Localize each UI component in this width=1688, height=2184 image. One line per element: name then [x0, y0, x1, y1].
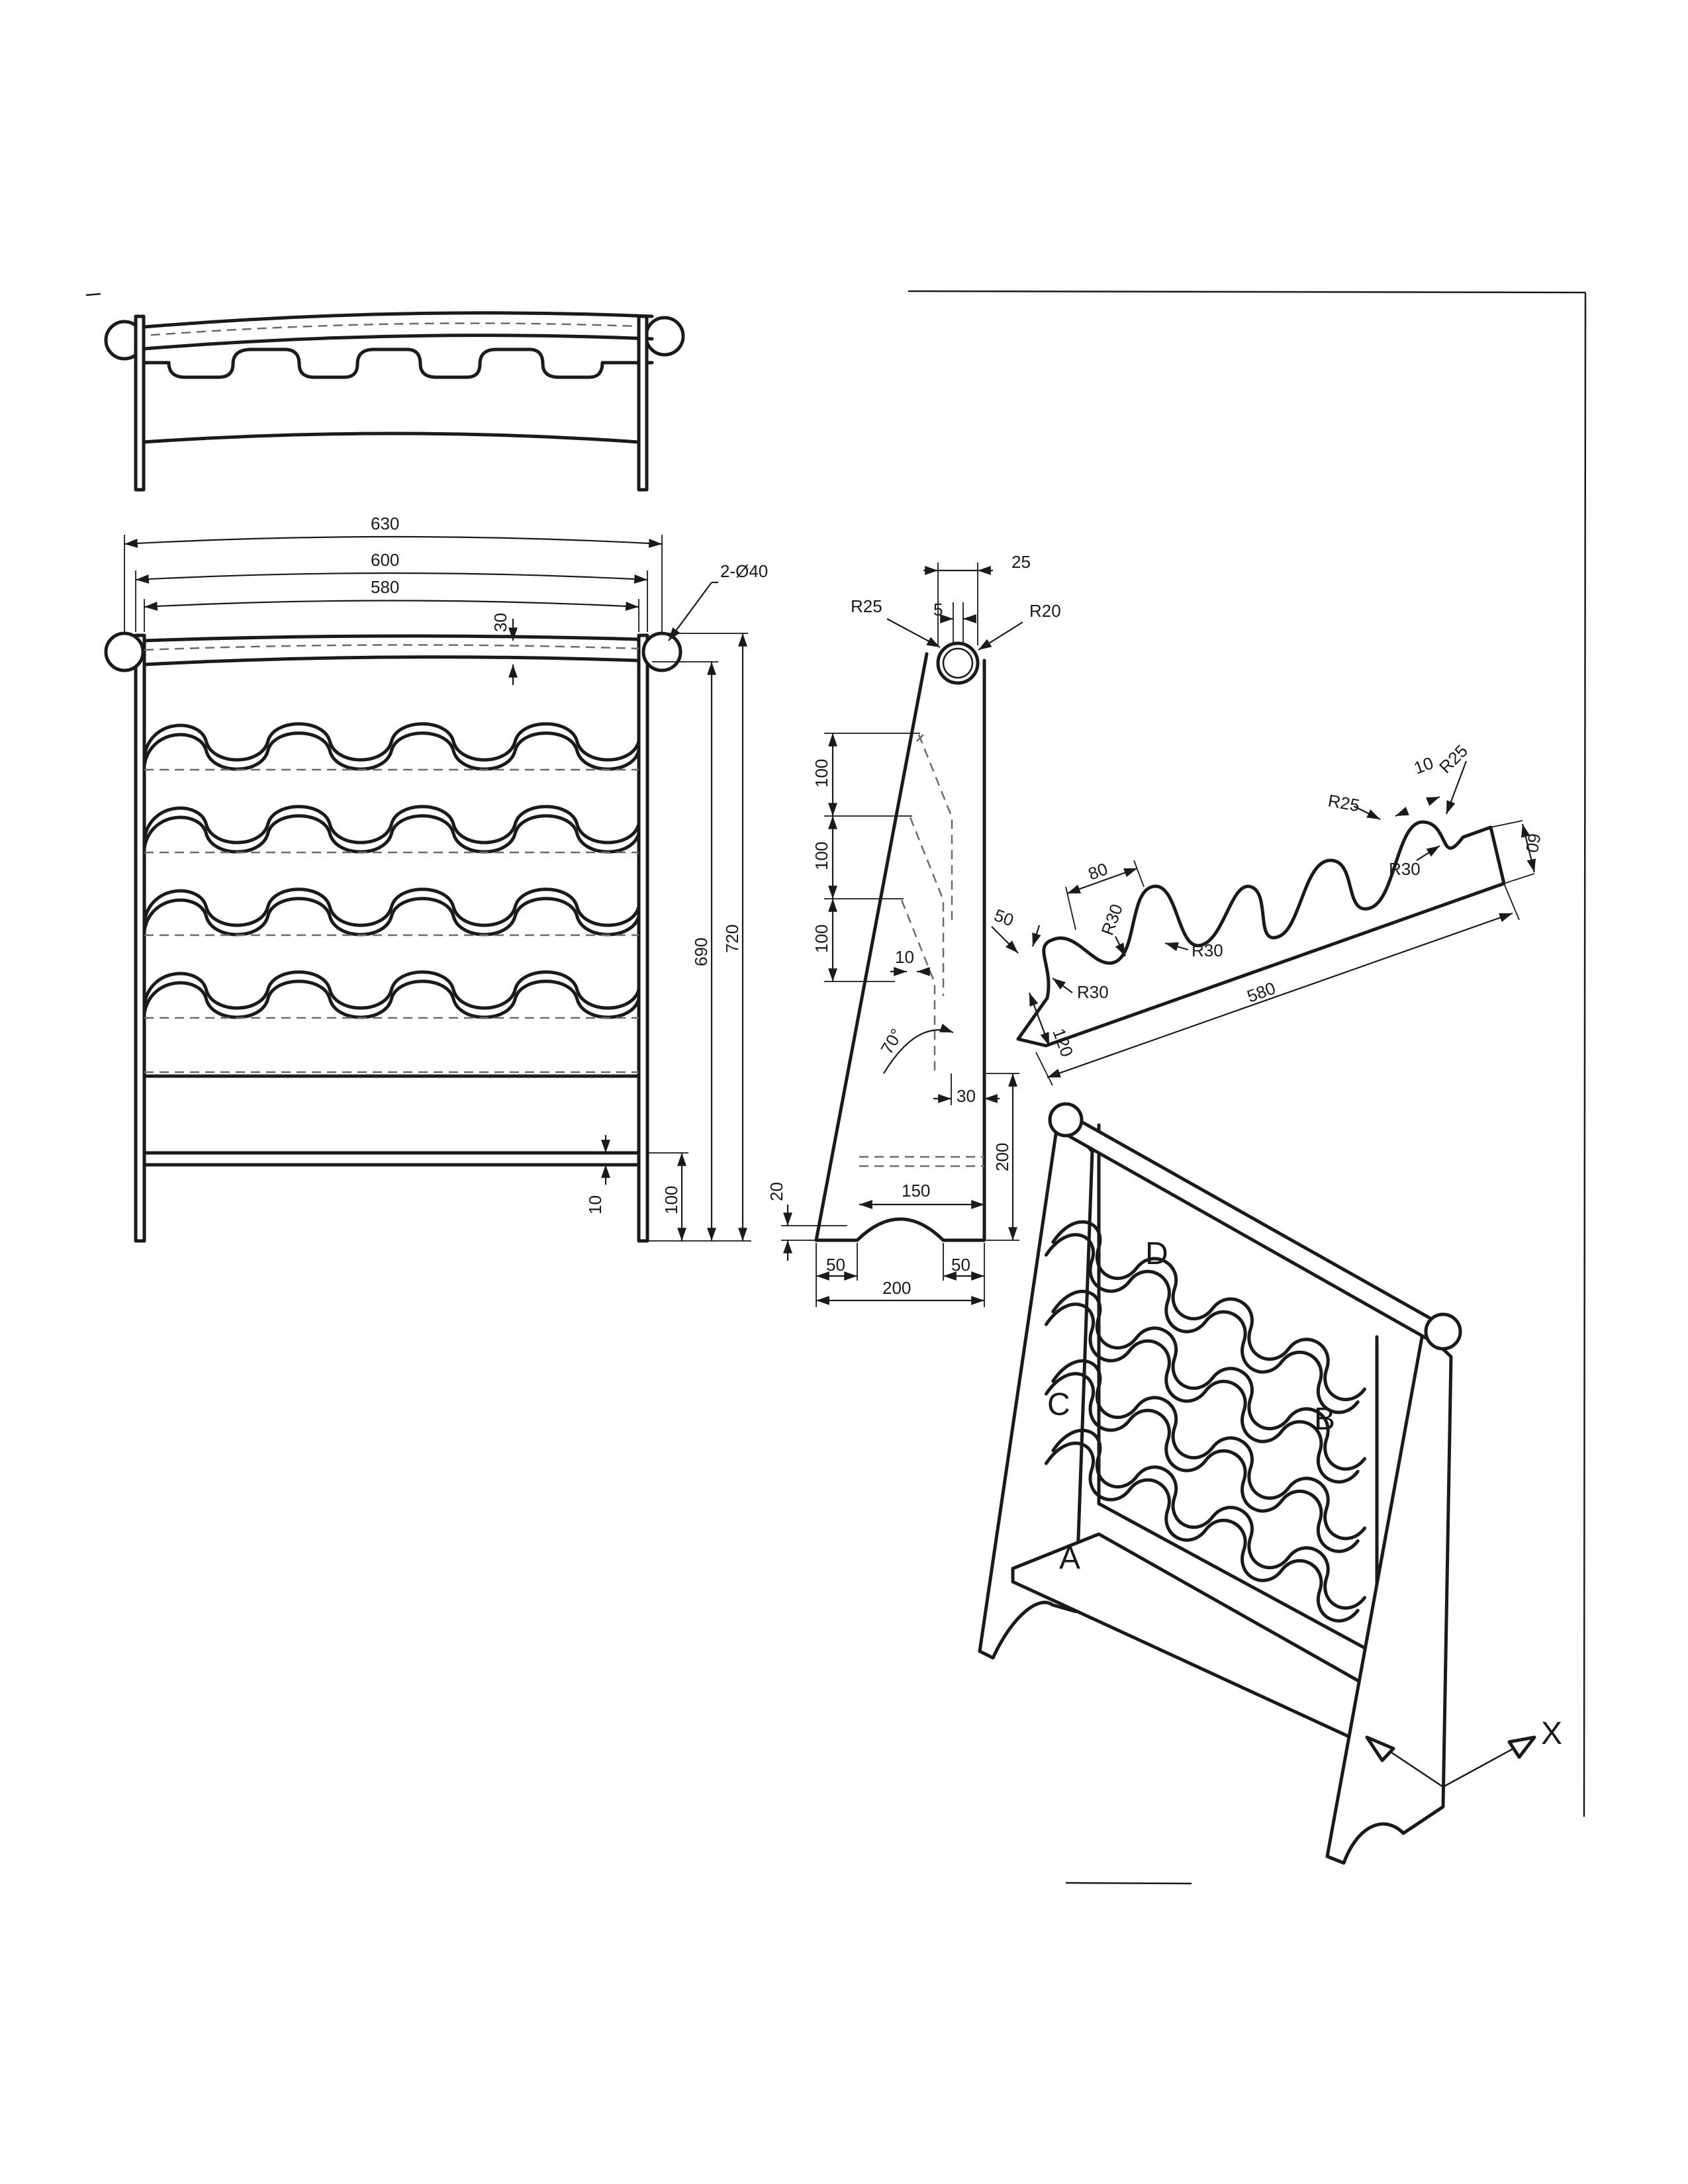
dim-top-offset: 30	[491, 613, 510, 632]
front-post-left	[134, 633, 146, 1243]
dim-rack-tip: 50	[992, 905, 1016, 930]
sheet-border	[85, 290, 1587, 1885]
front-rack-line	[142, 805, 641, 844]
front-rack-line	[142, 979, 641, 1019]
iso-rack-line	[1044, 1441, 1360, 1623]
knob-right	[641, 631, 682, 672]
rack-part-outline	[1016, 820, 1506, 1048]
iso-rack	[1044, 1289, 1367, 1484]
dim-r30-b: R30	[1192, 940, 1223, 960]
side-view: 25 5 R25 R20 100 100 100 10 70° 30	[767, 552, 1061, 1307]
dim-shelf-depth: 150	[902, 1181, 930, 1201]
iso-side-panel-left	[978, 1110, 1094, 1660]
iso-wave-racks	[1044, 1220, 1367, 1623]
rack-part-detail: 580 50 120 80 R30 R30 R30 R30 R25 R25 10	[991, 741, 1545, 1086]
dim-r30-c: R30	[1077, 982, 1109, 1002]
iso-rack	[1044, 1428, 1367, 1623]
front-rack-line	[142, 814, 641, 854]
top-view	[104, 311, 685, 492]
iso-rack-line	[1044, 1372, 1360, 1553]
front-rack-line	[142, 722, 641, 762]
dim-spacing-3: 100	[812, 925, 831, 953]
dim-radius-right: R20	[1029, 601, 1061, 621]
dim-foot-left: 50	[826, 1255, 845, 1275]
front-rack-line	[142, 887, 641, 927]
dim-overall-width: 630	[371, 514, 399, 533]
dim-shelf-height-side: 200	[992, 1143, 1012, 1171]
dim-rack-length: 580	[1244, 978, 1278, 1007]
iso-side-panel-right	[1325, 1328, 1453, 1865]
side-panel-outline	[814, 652, 986, 1242]
front-rack-line	[142, 731, 641, 771]
dim-height-690: 690	[691, 938, 711, 966]
label-c: C	[1047, 1387, 1070, 1422]
label-d: D	[1145, 1236, 1168, 1271]
isometric-view: A B C D X	[978, 1102, 1562, 1865]
iso-knob-right	[1424, 1312, 1462, 1351]
dim-bar-width: 600	[371, 550, 399, 570]
dim-end-height: 60	[1522, 832, 1545, 854]
dim-r30-a: R30	[1097, 901, 1127, 938]
iso-rack-line	[1044, 1302, 1360, 1484]
axis-label-x: X	[1541, 1716, 1562, 1751]
iso-rack-line	[1051, 1428, 1367, 1610]
dim-r25-a: R25	[1327, 790, 1361, 815]
dim-shelf-height: 100	[661, 1186, 681, 1214]
dim-knob-diameter: 2-Ø40	[720, 561, 768, 581]
dim-notch: 10	[1411, 753, 1436, 778]
front-rack-line	[142, 970, 641, 1010]
iso-rack	[1044, 1359, 1367, 1553]
dim-rail-offset: 30	[957, 1086, 976, 1106]
dim-top-width: 25	[1011, 552, 1031, 572]
iso-rack	[1044, 1220, 1367, 1414]
dim-spacing-2: 100	[812, 842, 831, 870]
dim-rack-pitch: 80	[1086, 859, 1110, 884]
front-post-right	[637, 633, 649, 1243]
dim-r30-d: R30	[1389, 859, 1421, 879]
front-wave-racks	[142, 722, 641, 1019]
dim-radius-left: R25	[851, 596, 882, 616]
axis-arrow-x	[1507, 1735, 1536, 1759]
front-view: 630 600 580 2-Ø40 30 690 720 100 10	[104, 514, 768, 1243]
dim-foot-rise: 20	[767, 1182, 786, 1201]
iso-top-rail	[1065, 1116, 1442, 1342]
dim-base-width: 200	[882, 1278, 911, 1298]
dim-slot: 10	[895, 947, 914, 967]
knob-left	[104, 631, 145, 672]
iso-rack-line	[1051, 1289, 1367, 1471]
iso-rack-line	[1051, 1359, 1367, 1541]
label-a: A	[1059, 1541, 1080, 1576]
dim-r25-b: R25	[1435, 741, 1472, 777]
dim-angle: 70°	[876, 1025, 907, 1058]
dim-height-720: 720	[722, 925, 742, 953]
iso-knob-left	[1048, 1102, 1084, 1138]
label-b: B	[1314, 1402, 1335, 1437]
iso-rack-line	[1044, 1233, 1360, 1414]
front-rack-line	[142, 897, 641, 936]
dim-shelf-thickness: 10	[585, 1195, 605, 1214]
dim-foot-right: 50	[951, 1255, 970, 1275]
dim-inner-width: 580	[371, 577, 399, 597]
dim-spacing-1: 100	[812, 759, 831, 788]
dim-gap: 5	[933, 600, 943, 619]
axis-arrow-left	[1365, 1735, 1395, 1762]
dim-rack-depth: 120	[1049, 1026, 1077, 1060]
iso-rack-line	[1051, 1220, 1367, 1402]
